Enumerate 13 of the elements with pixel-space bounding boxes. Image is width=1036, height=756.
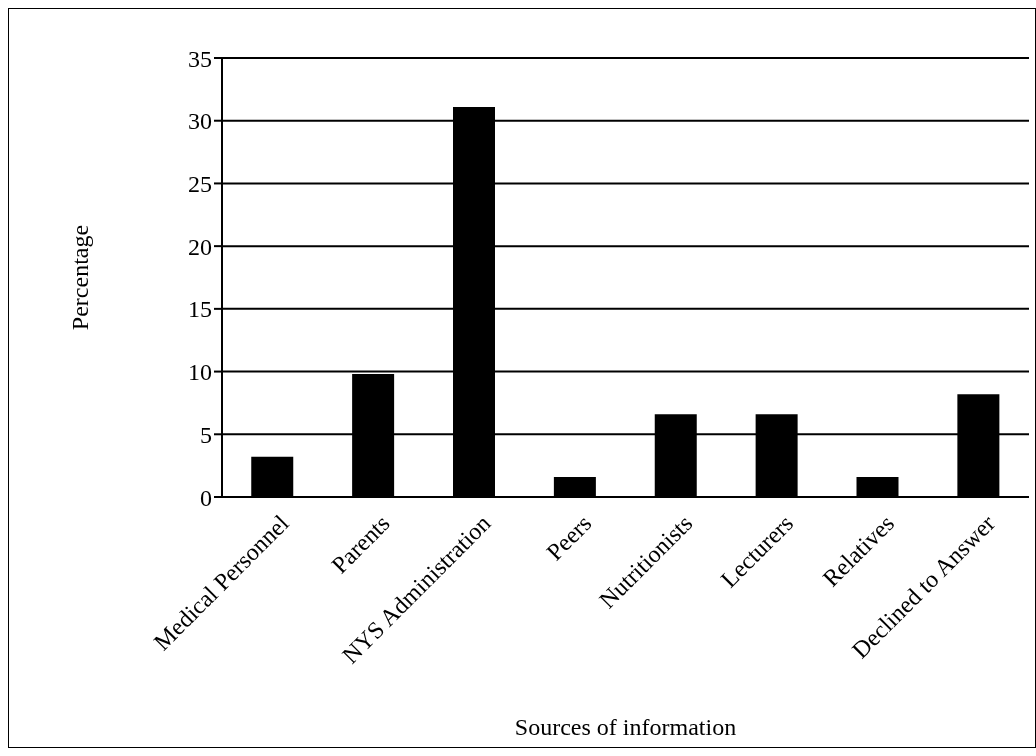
y-tick-label: 35 [188,45,212,72]
x-axis-title: Sources of information [514,714,737,740]
y-axis-title: Percentage [66,224,93,331]
y-tick-label: 10 [188,359,212,386]
y-tick-label: 20 [188,233,212,260]
y-tick-label: 5 [200,421,212,448]
y-tick-label: 15 [188,296,212,323]
bar [251,456,294,497]
bar [856,476,899,497]
y-tick-label: 25 [188,170,212,197]
y-tick-label: 0 [200,484,212,511]
y-tick-label: 30 [188,108,212,135]
bar [553,476,596,497]
